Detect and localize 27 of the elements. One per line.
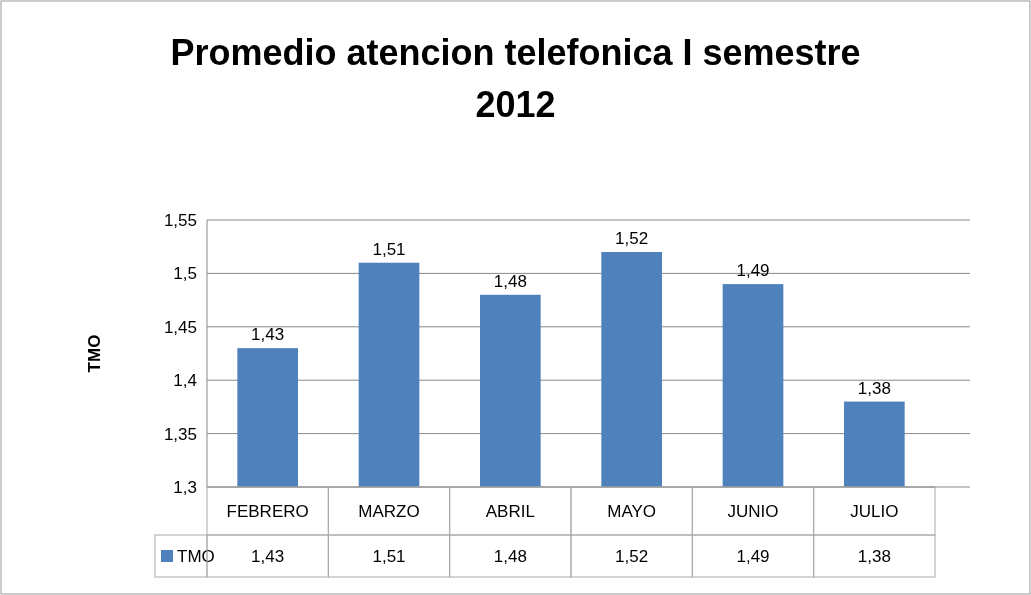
y-tick-label: 1,5 xyxy=(173,264,197,284)
x-tick-label: MAYO xyxy=(607,502,657,521)
x-tick-label: JUNIO xyxy=(727,502,779,521)
y-axis-title: TMO xyxy=(85,334,104,373)
legend-label: TMO xyxy=(177,547,215,566)
x-tick-label: MARZO xyxy=(358,502,420,521)
y-tick-label: 1,55 xyxy=(163,211,197,230)
text: 1,52 xyxy=(615,229,649,249)
x-tick-label: FEBRERO xyxy=(226,502,309,521)
chart-title: Promedio atencion telefonica I semestre 2012 xyxy=(170,32,861,125)
y-tick-label: 1,45 xyxy=(163,317,197,337)
data-label: 1,43 xyxy=(251,547,285,566)
text: 1,49 xyxy=(736,261,770,281)
y-tick-label: 1,35 xyxy=(163,424,197,444)
text: 1,48 xyxy=(493,271,527,291)
data-label: 1,38 xyxy=(857,547,891,566)
x-tick-label: ABRIL xyxy=(485,502,535,521)
text: 1,51 xyxy=(372,239,406,259)
data-label: 1,49 xyxy=(736,547,770,566)
data-label: 1,48 xyxy=(493,547,527,566)
y-tick-label: 1,4 xyxy=(173,371,197,391)
x-tick-label: JULIO xyxy=(850,502,899,521)
text: 1,38 xyxy=(857,378,891,398)
y-tick-label: 1,3 xyxy=(173,478,197,497)
data-label: 1,51 xyxy=(372,547,406,566)
text: 1,43 xyxy=(251,325,285,345)
data-label: 1,52 xyxy=(615,547,649,566)
